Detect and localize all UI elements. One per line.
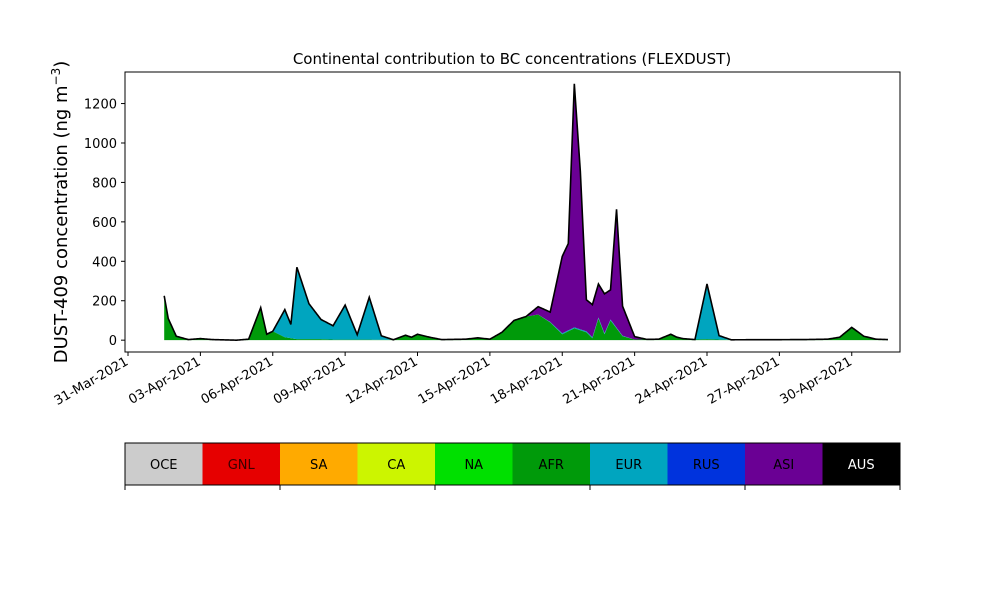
x-tick-label: 06-Apr-2021 xyxy=(199,354,276,407)
y-tick-label: 0 xyxy=(109,334,117,349)
legend-swatch-sa xyxy=(280,443,358,485)
legend-label-rus: RUS xyxy=(693,458,720,473)
x-tick-label: 27-Apr-2021 xyxy=(705,354,782,407)
legend-swatch-gnl xyxy=(202,443,280,485)
y-tick-label: 800 xyxy=(92,176,117,191)
legend-swatch-aus xyxy=(822,443,900,485)
y-tick-label: 1000 xyxy=(84,137,117,152)
legend-label-asi: ASI xyxy=(773,458,794,473)
legend-frame xyxy=(124,442,901,486)
y-tick-label: 600 xyxy=(92,216,117,231)
y-tick-label: 400 xyxy=(92,255,117,270)
area-series-asi xyxy=(164,83,888,341)
y-axis-label-main: DUST-409 concentration (ng m xyxy=(51,85,72,363)
x-tick-label: 15-Apr-2021 xyxy=(416,354,493,407)
legend-label-eur: EUR xyxy=(615,458,642,473)
x-tick-label: 09-Apr-2021 xyxy=(271,354,348,407)
legend-swatch-rus xyxy=(667,443,745,485)
legend-label-ca: CA xyxy=(387,458,405,473)
chart-title: Continental contribution to BC concentra… xyxy=(293,50,731,68)
legend-label-aus: AUS xyxy=(848,458,875,473)
y-axis-label-close: ) xyxy=(51,61,72,68)
x-tick-label: 12-Apr-2021 xyxy=(343,354,420,407)
y-axis-label: DUST-409 concentration (ng m−3) xyxy=(49,61,72,364)
legend-swatch-asi xyxy=(745,443,823,485)
legend-label-afr: AFR xyxy=(539,458,564,473)
region-colorbar-legend: OCE GNL SA CA NA AFR EUR RUS ASI AUS xyxy=(124,442,901,490)
legend-label-sa: SA xyxy=(310,458,327,473)
y-axis-ticks: 0 200 400 600 800 1000 1200 xyxy=(84,98,125,349)
x-tick-label: 18-Apr-2021 xyxy=(488,354,565,407)
plot-frame xyxy=(124,71,901,353)
x-axis-ticks: 31-Mar-202103-Apr-202106-Apr-202109-Apr-… xyxy=(52,352,855,409)
legend-swatch-eur xyxy=(590,443,668,485)
legend-swatch-ca xyxy=(357,443,435,485)
y-tick-label: 200 xyxy=(92,295,117,310)
x-tick-label: 03-Apr-2021 xyxy=(126,354,203,407)
area-series-afr xyxy=(164,295,888,341)
x-tick-label: 21-Apr-2021 xyxy=(561,354,638,407)
legend-swatch-oce xyxy=(125,443,203,485)
x-tick-label: 24-Apr-2021 xyxy=(633,354,710,407)
legend-label-gnl: GNL xyxy=(228,458,256,473)
y-tick-label: 1200 xyxy=(84,98,117,113)
legend-label-oce: OCE xyxy=(150,458,178,473)
legend-swatch-afr xyxy=(512,443,590,485)
y-axis-label-sup: −3 xyxy=(49,68,63,86)
plot-areas xyxy=(163,83,888,341)
x-tick-label: 30-Apr-2021 xyxy=(778,354,855,407)
legend-label-na: NA xyxy=(464,458,483,473)
total-outline xyxy=(163,83,888,341)
legend-swatch-na xyxy=(435,443,513,485)
